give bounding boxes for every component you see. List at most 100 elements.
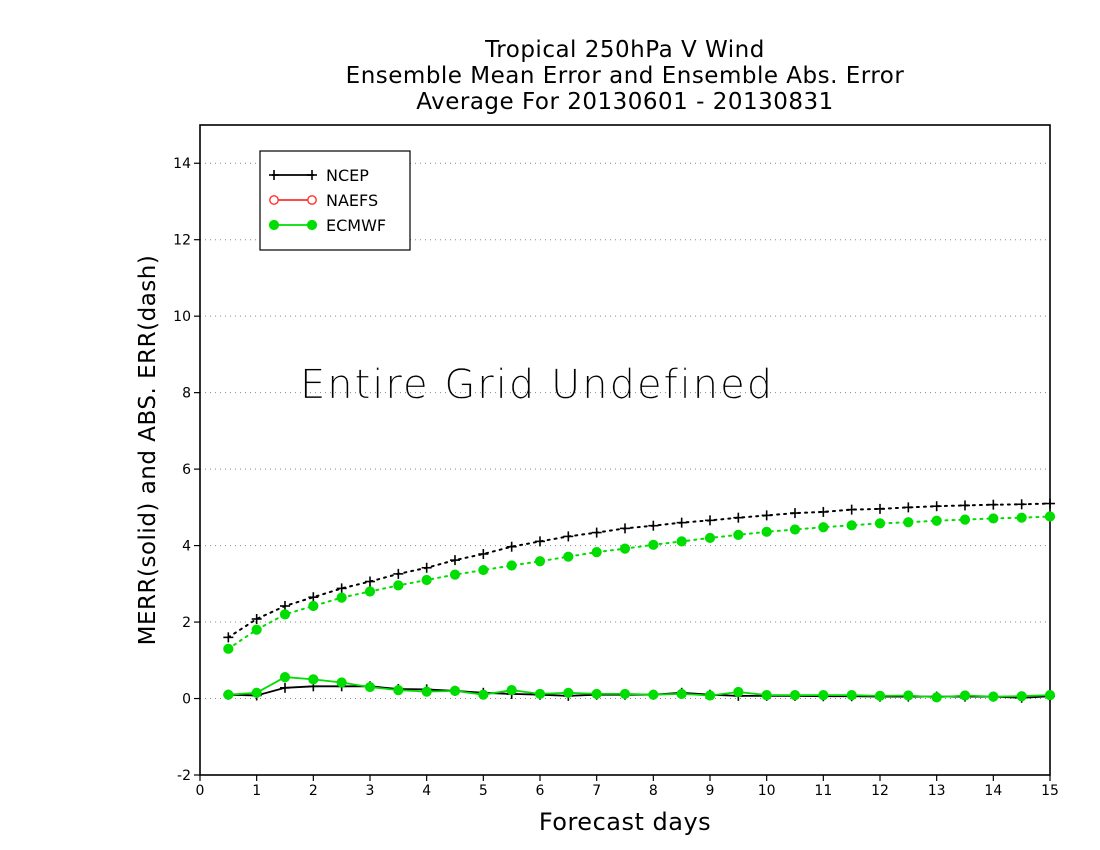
ncep-dotted-point (365, 576, 375, 587)
legend-marker-ecmwf (306, 219, 318, 231)
ecmwf-solid-point (393, 685, 404, 696)
x-tick-label: 13 (928, 783, 946, 799)
legend-marker-naefs (307, 195, 317, 205)
ecmwf-solid-point (308, 674, 319, 685)
ecmwf-dotted-point (874, 518, 886, 529)
x-tick-label: 1 (252, 783, 261, 799)
ncep-dotted-point (223, 632, 234, 643)
y-tick-label: 8 (182, 386, 191, 402)
x-tick-label: 14 (984, 783, 1002, 799)
ncep-dotted-point (903, 502, 914, 513)
x-tick-label: 8 (649, 783, 658, 799)
legend-label-ncep: NCEP (326, 166, 369, 185)
ecmwf-solid-point (1016, 691, 1027, 702)
ecmwf-dotted-point (648, 539, 659, 550)
x-tick-label: 15 (1041, 783, 1059, 799)
ncep-dotted-line (227, 502, 1051, 639)
ecmwf-dotted-point (506, 560, 517, 571)
ecmwf-dotted-point (1044, 511, 1056, 522)
legend-marker-naefs (269, 195, 279, 205)
ecmwf-solid-point (704, 690, 716, 701)
ecmwf-solid-point (931, 692, 942, 703)
legend-label-naefs: NAEFS (326, 191, 378, 210)
ecmwf-solid-point (648, 689, 659, 700)
ecmwf-dotted-point (421, 574, 432, 586)
x-tick-label: 12 (871, 783, 889, 799)
ecmwf-solid-point (761, 689, 772, 701)
ncep-dotted-point (591, 527, 602, 538)
y-tick-label: 6 (182, 462, 191, 478)
ecmwf-solid-point (251, 687, 262, 698)
ecmwf-solid-point (223, 689, 234, 700)
x-tick-label: 4 (422, 783, 431, 799)
ecmwf-dotted-point (449, 569, 461, 580)
ncep-dotted-point (676, 517, 687, 528)
ecmwf-dotted-point (761, 526, 772, 537)
ecmwf-solid-point (563, 687, 574, 698)
ncep-dotted-point (478, 549, 489, 559)
legend: NCEP NAEFS ECMWF (259, 150, 411, 251)
x-tick-label: 10 (758, 783, 776, 799)
legend-marker-ncep (269, 170, 279, 180)
y-tick-label: 4 (182, 539, 191, 555)
ecmwf-solid-point (364, 681, 376, 693)
ecmwf-dotted-point (619, 543, 631, 554)
ecmwf-dotted-point (733, 529, 744, 540)
ncep-dotted-point (535, 536, 545, 547)
ecmwf-solid-point (478, 689, 489, 700)
ncep-dotted-point (875, 503, 885, 514)
chart-title-line-3: Average For 20130601 - 20130831 (416, 89, 834, 115)
ncep-dotted-point (620, 523, 630, 534)
x-tick-label: 11 (814, 783, 832, 799)
ncep-dotted-point (988, 499, 999, 510)
ecmwf-solid-point (789, 689, 801, 701)
legend-marker-ncep (307, 170, 317, 180)
x-tick-label: 2 (309, 783, 318, 799)
ncep-dotted-point (251, 614, 262, 624)
grid-lines (200, 162, 1050, 776)
x-tick-label: 7 (592, 783, 601, 799)
ncep-dotted-point (960, 500, 970, 511)
ecmwf-dotted-point (251, 624, 262, 635)
y-tick-label: 14 (173, 156, 191, 172)
ecmwf-solid-point (421, 686, 432, 697)
x-tick-label: 6 (536, 783, 545, 799)
series-layer (223, 498, 1056, 703)
ecmwf-solid-point (903, 690, 914, 701)
ecmwf-solid-point (591, 688, 602, 700)
y-tick-label: -2 (177, 768, 191, 784)
ncep-dotted-point (733, 512, 744, 523)
y-tick-label: 12 (173, 233, 191, 249)
y-axis-label: MERR(solid) and ABS. ERR(dash) (135, 254, 161, 646)
chart-title-line-2: Ensemble Mean Error and Ensemble Abs. Er… (345, 63, 905, 89)
ecmwf-dotted-point (704, 532, 716, 544)
ncep-dotted-point (450, 555, 460, 566)
x-tick-label: 5 (479, 783, 488, 799)
ecmwf-solid-point (279, 672, 291, 683)
ecmwf-solid-point (846, 689, 857, 701)
ecmwf-dotted-point (223, 643, 234, 654)
ecmwf-dotted-point (279, 609, 291, 620)
ecmwf-dotted-point (988, 513, 999, 524)
x-tick-label: 0 (196, 783, 205, 799)
undefined-grid-annotation: Entire Grid Undefined (300, 362, 775, 408)
ecmwf-dotted-point (336, 592, 347, 603)
y-tick-label: 0 (182, 692, 191, 708)
ecmwf-dotted-point (903, 517, 914, 528)
ncep-dotted-point (648, 520, 659, 531)
chart-title-line-1: Tropical 250hPa V Wind (485, 37, 765, 63)
ecmwf-solid-point (874, 690, 886, 701)
ecmwf-solid-point (336, 677, 347, 688)
ecmwf-dotted-point (591, 546, 602, 558)
ecmwf-dotted-point (846, 520, 857, 531)
ecmwf-dotted-point (563, 551, 574, 562)
ecmwf-solid-point (959, 690, 971, 701)
ecmwf-dotted-point (364, 586, 376, 597)
ecmwf-dotted-point (308, 600, 319, 612)
ecmwf-solid-point (733, 686, 744, 698)
ecmwf-dotted-point (534, 556, 546, 567)
ncep-dotted-point (790, 508, 800, 519)
ncep-dotted-point (931, 501, 942, 512)
ecmwf-dotted-point (789, 524, 801, 535)
ecmwf-dotted-point (676, 536, 687, 547)
